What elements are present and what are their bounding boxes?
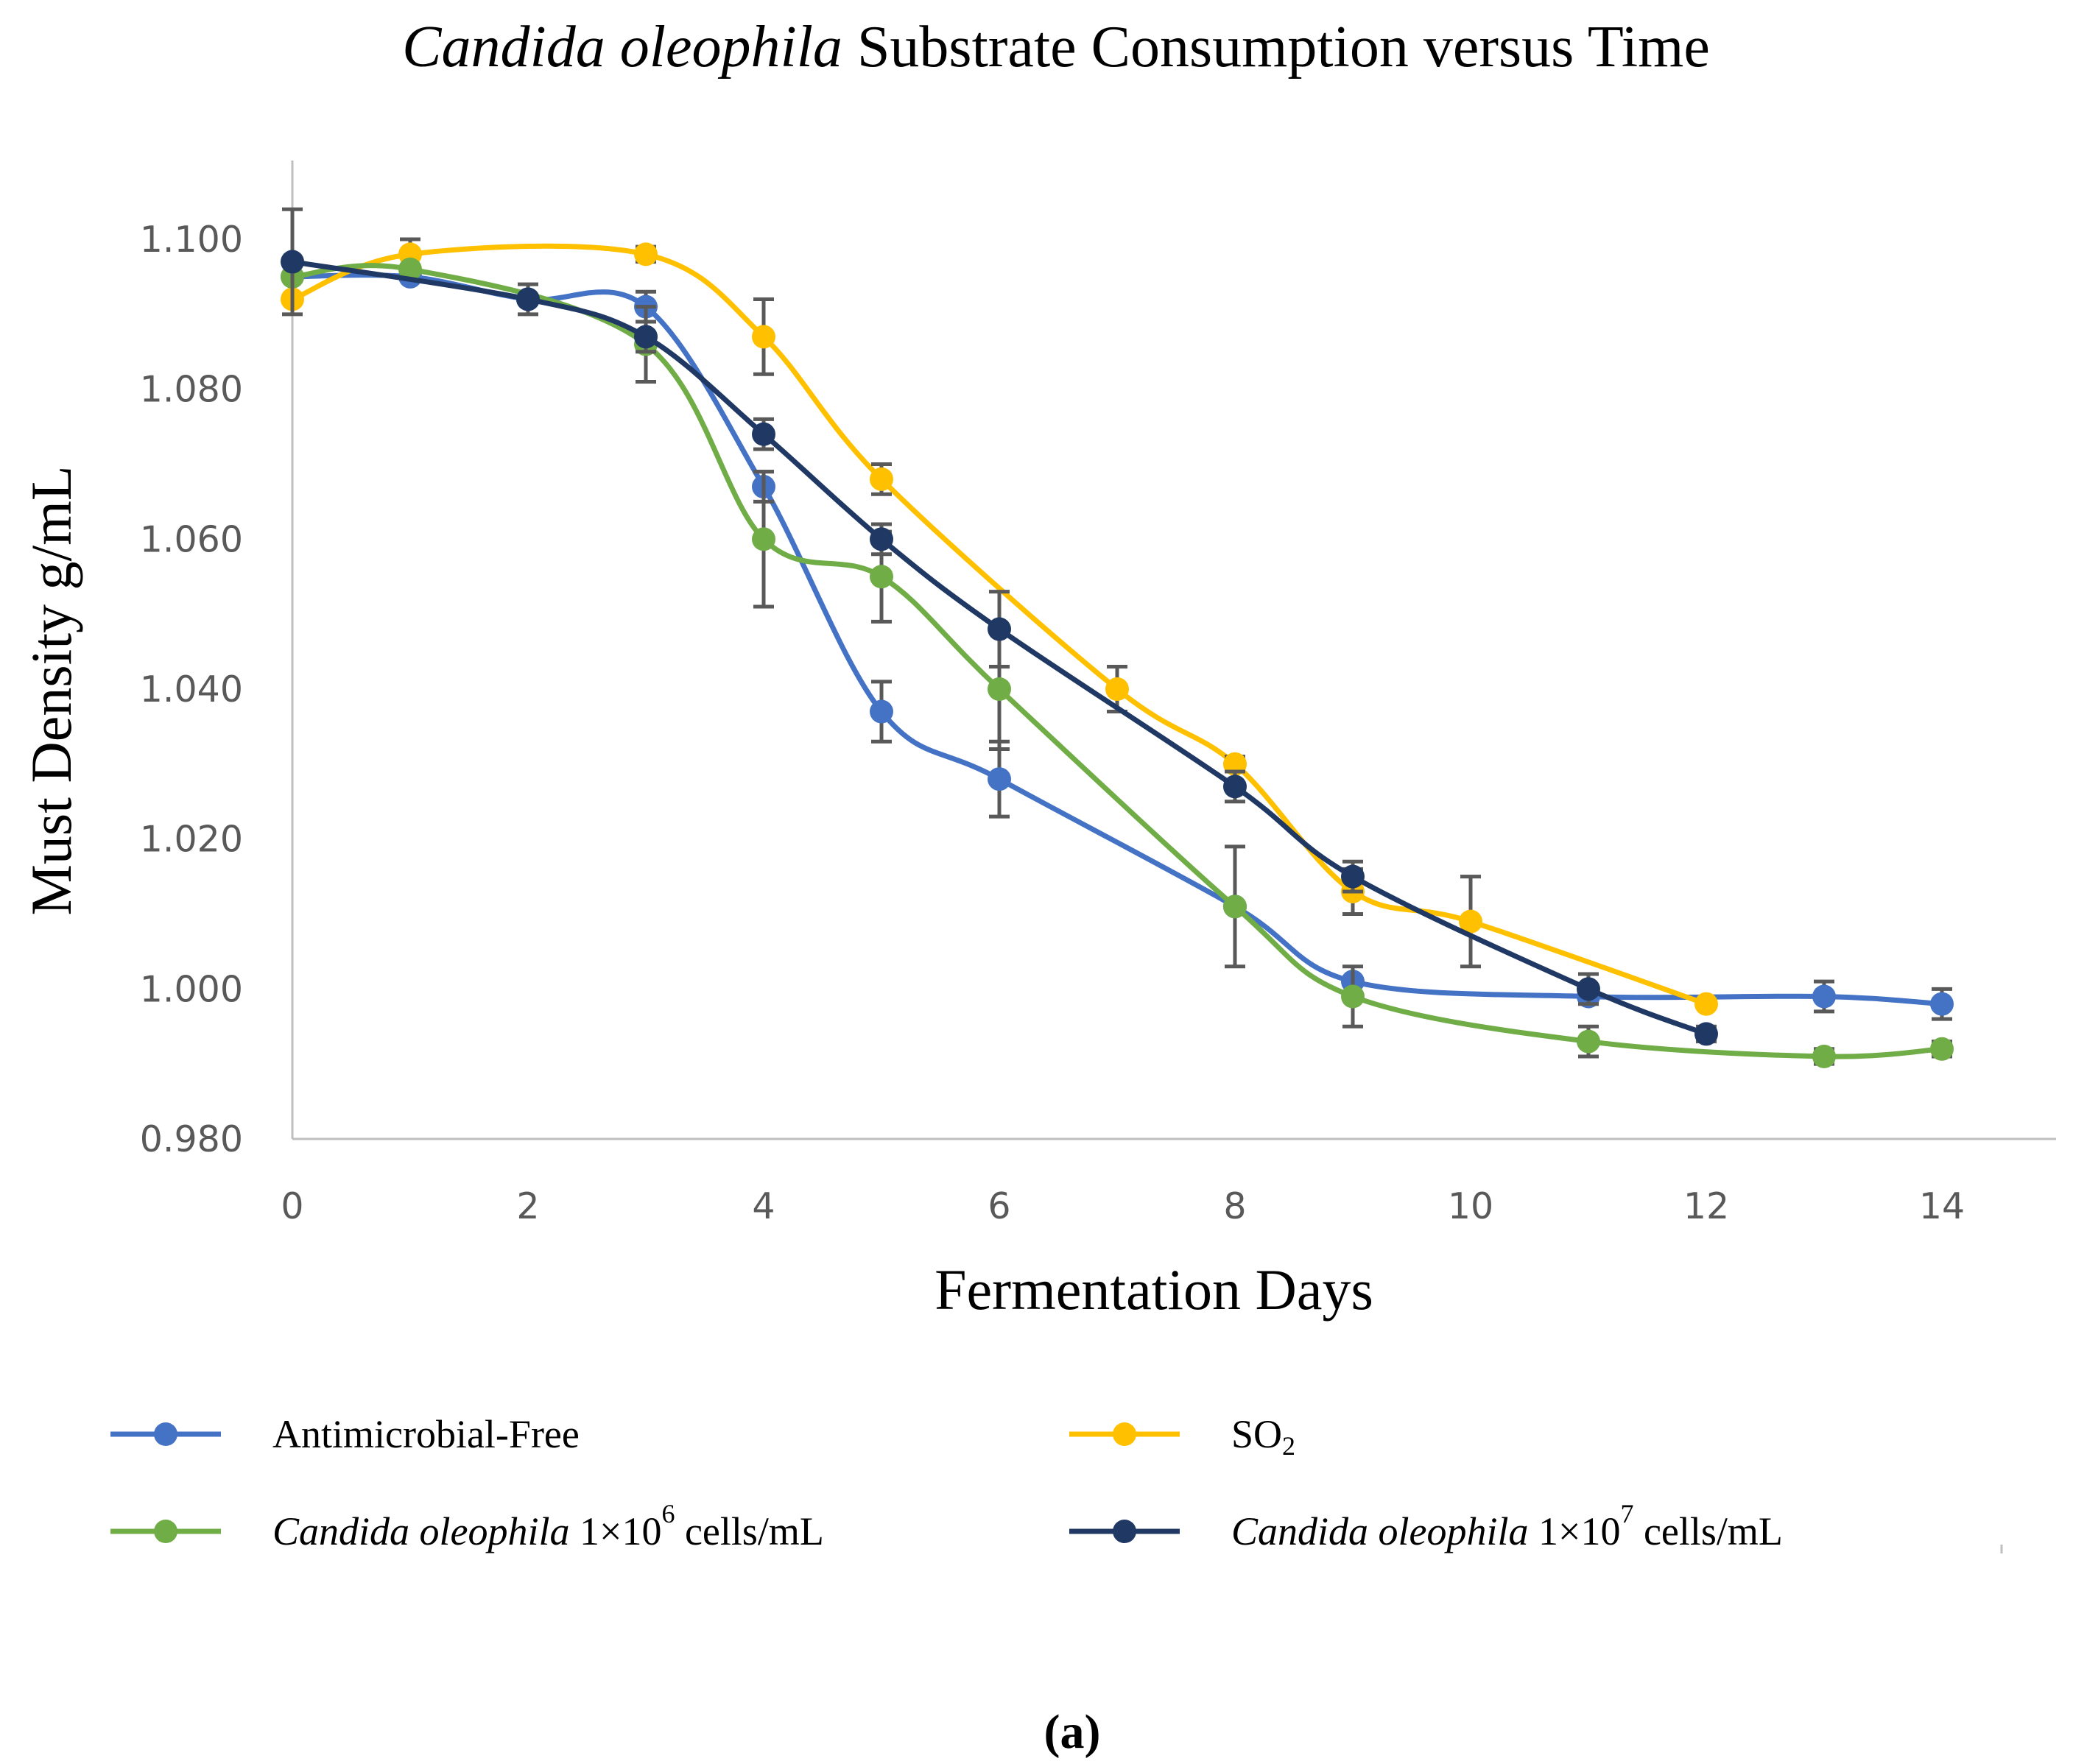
data-point (1459, 909, 1482, 934)
x-tick-label: 0 (281, 1185, 303, 1227)
y-tick-label: 1.000 (140, 968, 243, 1010)
y-tick-label: 1.080 (140, 369, 243, 411)
legend-swatch-marker (1113, 1422, 1136, 1446)
legend-label-part: SO (1231, 1412, 1282, 1456)
y-tick-label: 1.040 (140, 668, 243, 710)
series-1 (281, 264, 1954, 1021)
data-point (870, 527, 893, 551)
x-tick-label: 8 (1223, 1185, 1246, 1227)
legend: Antimicrobial-Free SO2 Candida oleophila 1… (110, 1412, 1783, 1553)
series-layer (281, 207, 1954, 1068)
axes (291, 160, 2056, 1140)
y-axis-title: Must Density g/mL (19, 465, 83, 915)
series-line (292, 263, 1943, 1059)
legend-label-part: 1×10 (1529, 1509, 1621, 1553)
legend-label-part: 1×10 (570, 1509, 662, 1553)
data-point (1341, 984, 1365, 1009)
data-point (398, 257, 422, 281)
chart-title-rest: Substrate Consumption versus Time (842, 15, 1710, 80)
data-point (1577, 977, 1600, 1001)
y-tick-label: 1.060 (140, 518, 243, 560)
legend-swatch-marker (154, 1520, 177, 1543)
data-point (1105, 677, 1129, 701)
data-point (1341, 864, 1365, 889)
data-point (1694, 1022, 1718, 1046)
data-point (1694, 992, 1718, 1016)
chart-title: Candida oleophila Substrate Consumption … (402, 15, 1710, 80)
legend-label-part: Antimicrobial-Free (272, 1412, 580, 1456)
legend-label: Candida oleophila 1×106 cells/mL (272, 1499, 824, 1553)
legend-label: Candida oleophila 1×107 cells/mL (1231, 1499, 1783, 1553)
legend-label-part: Candida oleophila (272, 1509, 570, 1553)
data-point (870, 565, 893, 589)
x-tick-label: 14 (1919, 1185, 1965, 1227)
legend-item-4: Candida oleophila 1×107 cells/mL (1069, 1499, 1783, 1553)
y-tick-label: 1.100 (140, 219, 243, 261)
data-point (1930, 992, 1954, 1016)
data-point (870, 467, 893, 491)
legend-label-part: 7 (1620, 1499, 1633, 1528)
series-3 (281, 257, 1954, 1068)
data-point (1812, 1044, 1836, 1068)
y-tick-label: 1.020 (140, 819, 243, 861)
legend-item-3: Candida oleophila 1×106 cells/mL (110, 1499, 824, 1553)
legend-label: Antimicrobial-Free (272, 1412, 580, 1456)
data-point (988, 677, 1011, 701)
data-point (752, 325, 775, 349)
series-4 (281, 207, 1718, 1046)
data-point (1930, 1037, 1954, 1061)
legend-label-part: cells/mL (675, 1509, 823, 1553)
data-point (634, 325, 658, 349)
x-tick-label: 12 (1683, 1185, 1729, 1227)
legend-label: SO2 (1231, 1412, 1295, 1461)
legend-label-part: 6 (661, 1499, 675, 1528)
legend-label-part: Candida oleophila (1231, 1509, 1529, 1553)
data-point (1223, 775, 1247, 799)
data-point (1223, 895, 1247, 919)
legend-item-1: Antimicrobial-Free (110, 1412, 580, 1456)
x-tick-label: 6 (988, 1185, 1010, 1227)
chart-title-italic: Candida oleophila (402, 15, 842, 80)
data-point (870, 699, 893, 724)
x-tick-label: 10 (1448, 1185, 1493, 1227)
data-point (281, 250, 304, 274)
data-point (1577, 1029, 1600, 1054)
data-point (516, 287, 540, 311)
x-axis-ticks: 0 2 4 6 8 10 12 14 (281, 1185, 1965, 1227)
panel-label: (a) (1044, 1705, 1101, 1759)
data-point (1812, 984, 1836, 1009)
series-line (292, 259, 1708, 1037)
y-tick-label: 0.980 (140, 1118, 243, 1160)
x-tick-label: 4 (752, 1185, 775, 1227)
legend-swatch-marker (154, 1422, 177, 1446)
legend-swatch-marker (1113, 1520, 1136, 1543)
y-axis-ticks: 0.980 1.000 1.020 1.040 1.060 1.080 1.100 (140, 219, 243, 1160)
data-point (988, 767, 1011, 791)
data-point (988, 617, 1011, 641)
data-point (752, 422, 775, 446)
x-axis-title: Fermentation Days (935, 1257, 1373, 1322)
x-tick-label: 2 (516, 1185, 539, 1227)
data-point (752, 527, 775, 551)
legend-label-part: cells/mL (1633, 1509, 1782, 1553)
series-line (292, 272, 1943, 1007)
legend-item-2: SO2 (1069, 1412, 1295, 1461)
legend-label-part: 2 (1282, 1431, 1295, 1461)
data-point (634, 242, 658, 267)
